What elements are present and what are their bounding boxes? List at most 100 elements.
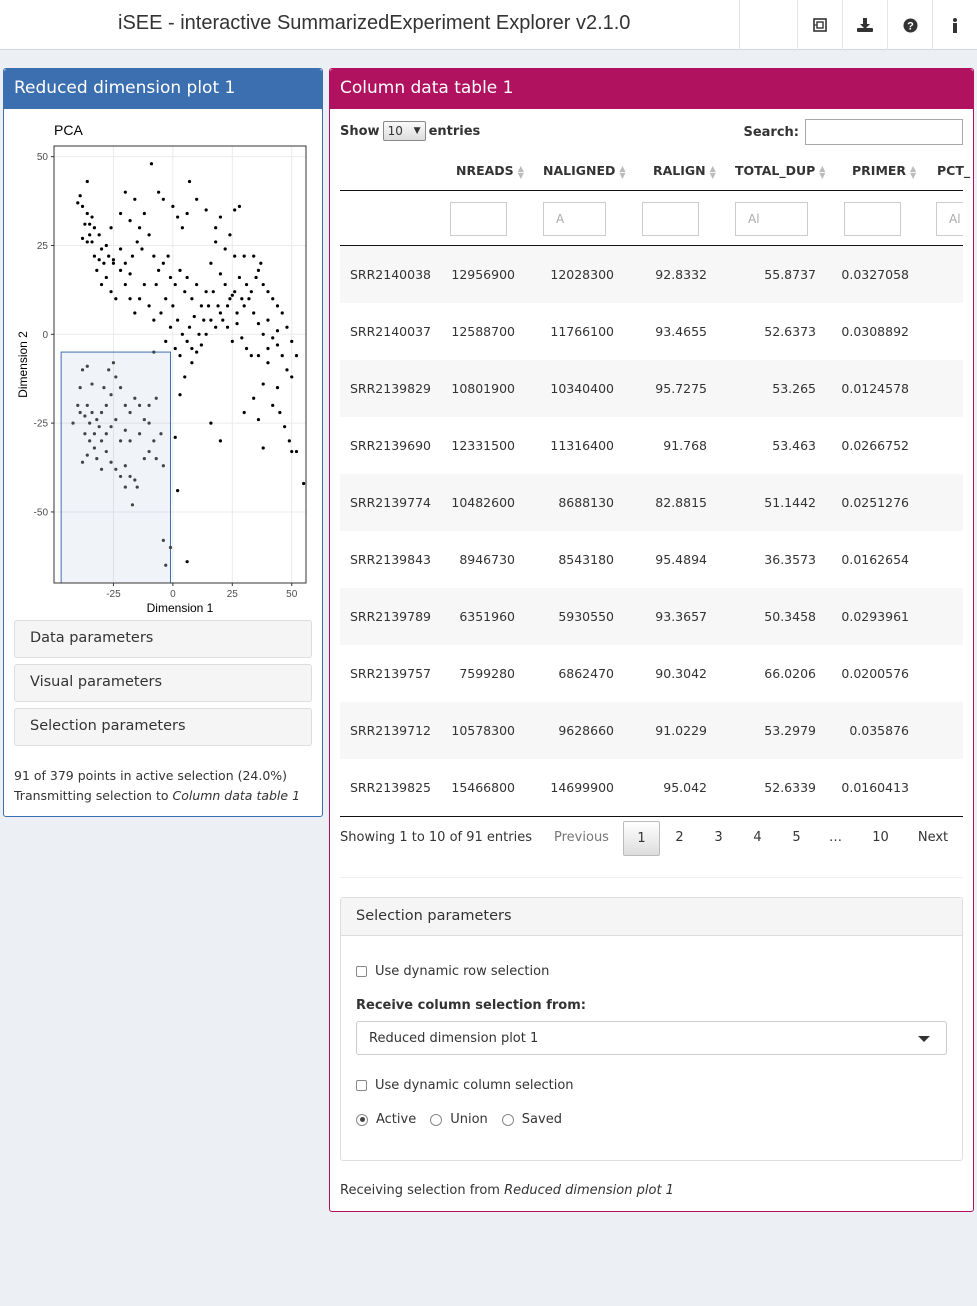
data-point xyxy=(152,439,156,443)
data-point xyxy=(275,343,280,347)
data-point xyxy=(252,396,256,400)
table-cell: SRR2140037 xyxy=(350,324,431,339)
pagination-page-2[interactable]: 2 xyxy=(675,830,684,845)
dynamic-row-selection-option[interactable]: Use dynamic row selection xyxy=(356,964,549,979)
col-header-primer[interactable]: PRIMER ▲ ▼ xyxy=(852,163,916,179)
pagination-page-5[interactable]: 5 xyxy=(792,830,801,845)
filter-pct[interactable]: Al xyxy=(936,202,963,236)
pagination-page-10[interactable]: 10 xyxy=(872,830,889,845)
col-header-ralign[interactable]: RALIGN ▲ ▼ xyxy=(653,163,716,179)
help-icon[interactable]: ? xyxy=(887,0,932,50)
pagination-page-3[interactable]: 3 xyxy=(714,830,723,845)
table-cell: 0.0251276 xyxy=(841,495,909,510)
table-row[interactable]: SRR2139774 10482600 8688130 82.8815 51.1442 0… xyxy=(340,474,963,531)
data-point xyxy=(90,215,94,219)
info-icon[interactable] xyxy=(932,0,977,50)
data-point xyxy=(128,410,132,415)
table-row[interactable]: SRR2140038 12956900 12028300 92.8332 55.8737… xyxy=(340,246,963,303)
table-row[interactable]: SRR2139789 6351960 5930550 93.3657 50.3458 0.… xyxy=(340,588,963,645)
pagination-page-4[interactable]: 4 xyxy=(753,830,762,845)
data-point xyxy=(278,410,282,415)
data-point xyxy=(252,311,256,315)
table-row[interactable]: SRR2139712 10578300 9628660 91.0229 53.2979 0… xyxy=(340,702,963,759)
data-point xyxy=(85,453,89,457)
pagination-page-1[interactable]: 1 xyxy=(623,821,660,856)
col-header-pct[interactable]: PCT_ xyxy=(937,163,970,178)
table-cell: 8543180 xyxy=(558,552,614,567)
pca-scatter-plot[interactable]: -25 0 25 50 50 25 0 -25 -50 PCA Dimension 1 Dimensi… xyxy=(4,109,322,619)
data-point xyxy=(147,421,151,425)
radio-active[interactable]: Active xyxy=(356,1112,416,1127)
dynamic-column-selection-option[interactable]: Use dynamic column selection xyxy=(356,1078,574,1093)
col-header-label: PCT_ xyxy=(937,163,971,178)
radio-union-button[interactable] xyxy=(430,1113,443,1126)
col-header-naligned[interactable]: NALIGNED ▲ ▼ xyxy=(543,163,626,179)
data-point xyxy=(228,297,232,301)
table-cell: 0.035876 xyxy=(849,723,909,738)
visual-parameters-toggle[interactable]: Visual parameters xyxy=(14,664,312,702)
table-cell: 0.0327058 xyxy=(841,267,909,282)
data-point xyxy=(199,304,203,308)
data-point xyxy=(128,272,132,276)
table-row[interactable]: SRR2139690 12331500 11316400 91.768 53.463 0.… xyxy=(340,417,963,474)
data-point xyxy=(104,275,108,280)
data-parameters-toggle[interactable]: Data parameters xyxy=(14,620,312,658)
app-title: iSEE - interactive SummarizedExperiment … xyxy=(118,12,631,34)
data-point xyxy=(209,421,213,425)
table-row[interactable]: SRR2139757 7599280 6862470 90.3042 66.0206 0.… xyxy=(340,645,963,702)
data-point xyxy=(95,417,99,422)
selection-brush[interactable] xyxy=(60,351,171,584)
data-point xyxy=(209,318,213,322)
radio-saved-button[interactable] xyxy=(501,1113,514,1126)
radio-union[interactable]: Union xyxy=(430,1112,488,1127)
data-point xyxy=(285,368,289,372)
table-row[interactable]: SRR2139825 15466800 14699900 95.042 52.6339 0… xyxy=(340,759,963,816)
data-point xyxy=(111,261,116,265)
data-point xyxy=(237,204,242,208)
table-cell: 36.3573 xyxy=(764,552,816,567)
sort-icon: ▲ ▼ xyxy=(819,163,826,180)
selection-parameters-toggle[interactable]: Selection parameters xyxy=(14,708,312,746)
page-length-control: Show 10 ▼ entries xyxy=(340,121,480,141)
col-header-total-dup[interactable]: TOTAL_DUP ▲ ▼ xyxy=(735,163,825,179)
table-row[interactable]: SRR2139829 10801900 10340400 95.7275 53.265 0… xyxy=(340,360,963,417)
pagination-previous[interactable]: Previous xyxy=(554,830,609,845)
search-input[interactable] xyxy=(805,119,963,145)
data-point xyxy=(88,233,92,237)
search-label: Search: xyxy=(743,124,799,140)
data-point xyxy=(204,208,208,212)
download-icon[interactable] xyxy=(842,0,887,50)
radio-saved[interactable]: Saved xyxy=(501,1112,562,1127)
dynamic-column-selection-checkbox[interactable] xyxy=(356,1080,367,1091)
receive-column-selection-dropdown[interactable]: Reduced dimension plot 1 xyxy=(356,1021,947,1055)
col-header-nreads[interactable]: NREADS ▲ ▼ xyxy=(456,163,524,179)
data-point xyxy=(128,439,132,443)
data-point xyxy=(147,403,151,407)
filter-total-dup[interactable]: Al xyxy=(735,202,808,236)
data-point xyxy=(225,325,230,329)
table-cell: SRR2139712 xyxy=(350,723,431,738)
data-point xyxy=(190,297,194,301)
table-row[interactable]: SRR2140037 12588700 11766100 93.4655 52.6373… xyxy=(340,303,963,360)
data-point xyxy=(109,425,113,429)
table-cell: SRR2139843 xyxy=(350,552,431,567)
pagination-next[interactable]: Next xyxy=(917,830,949,845)
filter-nreads[interactable] xyxy=(450,202,507,236)
selection-parameters-header[interactable]: Selection parameters xyxy=(341,898,962,936)
data-point xyxy=(154,282,158,287)
data-point xyxy=(261,382,265,386)
data-point xyxy=(223,282,227,287)
table-row[interactable]: SRR2139843 8946730 8543180 95.4894 36.3573 0.… xyxy=(340,531,963,588)
filter-ralign[interactable] xyxy=(642,202,699,236)
page-length-select[interactable]: 10 ▼ xyxy=(382,121,426,141)
radio-active-button[interactable] xyxy=(356,1113,368,1126)
data-point xyxy=(99,282,104,287)
data-point xyxy=(249,290,253,294)
filter-primer[interactable] xyxy=(844,202,901,236)
filter-naligned[interactable]: A xyxy=(543,202,606,236)
panel-organization-icon[interactable] xyxy=(797,0,842,50)
data-point xyxy=(123,282,127,287)
table-cell: 55.8737 xyxy=(764,267,816,282)
dynamic-row-selection-checkbox[interactable] xyxy=(356,966,367,977)
x-axis-label: Dimension 1 xyxy=(147,601,214,615)
